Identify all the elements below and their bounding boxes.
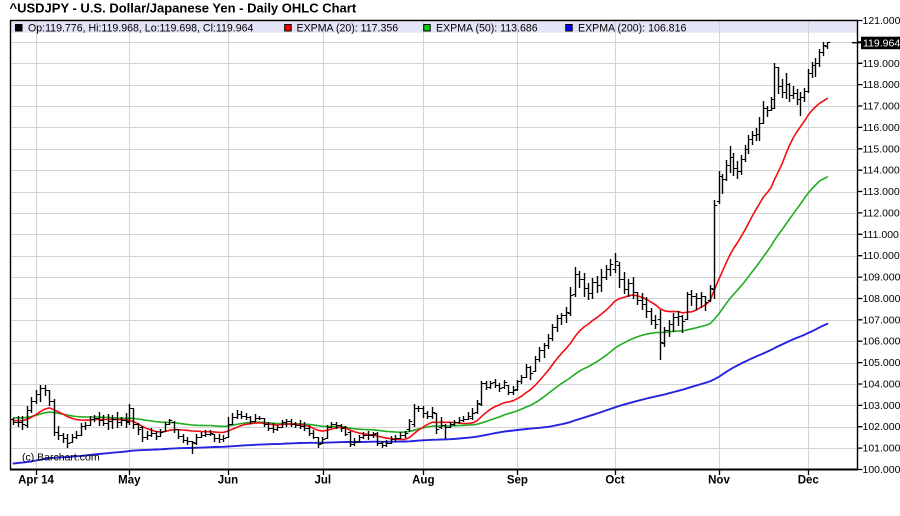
svg-text:112.000: 112.000: [863, 207, 900, 219]
svg-text:102.000: 102.000: [863, 421, 900, 433]
svg-text:Jul: Jul: [314, 475, 331, 487]
svg-text:EXPMA (50): 113.686: EXPMA (50): 113.686: [436, 23, 538, 35]
svg-text:121.000: 121.000: [863, 15, 900, 27]
svg-text:104.000: 104.000: [863, 379, 900, 391]
svg-text:101.000: 101.000: [863, 443, 900, 455]
svg-text:117.000: 117.000: [863, 101, 900, 113]
svg-text:111.000: 111.000: [863, 229, 900, 241]
svg-text:103.000: 103.000: [863, 400, 900, 412]
svg-text:100.000: 100.000: [863, 464, 900, 476]
svg-text:Aug: Aug: [412, 475, 434, 487]
svg-text:119.000: 119.000: [863, 58, 900, 70]
svg-text:106.000: 106.000: [863, 336, 900, 348]
svg-text:Jun: Jun: [218, 475, 238, 487]
svg-text:109.000: 109.000: [863, 272, 900, 284]
svg-text:May: May: [118, 475, 141, 487]
svg-text:107.000: 107.000: [863, 314, 900, 326]
svg-text:118.000: 118.000: [863, 79, 900, 91]
svg-text:116.000: 116.000: [863, 122, 900, 134]
svg-text:EXPMA (20): 117.356: EXPMA (20): 117.356: [297, 23, 399, 35]
svg-text:108.000: 108.000: [863, 293, 900, 305]
svg-text:113.000: 113.000: [863, 186, 900, 198]
svg-text:115.000: 115.000: [863, 143, 900, 155]
svg-text:Apr 14: Apr 14: [18, 475, 54, 487]
svg-text:Op:119.776, Hi:119.968, Lo:119: Op:119.776, Hi:119.968, Lo:119.698, Cl:1…: [28, 23, 253, 35]
svg-text:110.000: 110.000: [863, 250, 900, 262]
svg-text:EXPMA (200): 106.816: EXPMA (200): 106.816: [578, 23, 686, 35]
svg-text:105.000: 105.000: [863, 357, 900, 369]
svg-text:Nov: Nov: [708, 475, 730, 487]
svg-text:Dec: Dec: [798, 475, 820, 487]
svg-text:Sep: Sep: [507, 475, 528, 487]
svg-text:^USDJPY - U.S. Dollar/Japanese: ^USDJPY - U.S. Dollar/Japanese Yen - Dai…: [10, 1, 357, 16]
svg-text:114.000: 114.000: [863, 165, 900, 177]
svg-text:Oct: Oct: [605, 475, 624, 487]
svg-text:119.964: 119.964: [863, 38, 900, 50]
svg-text:(c) Barchart.com: (c) Barchart.com: [22, 452, 100, 464]
